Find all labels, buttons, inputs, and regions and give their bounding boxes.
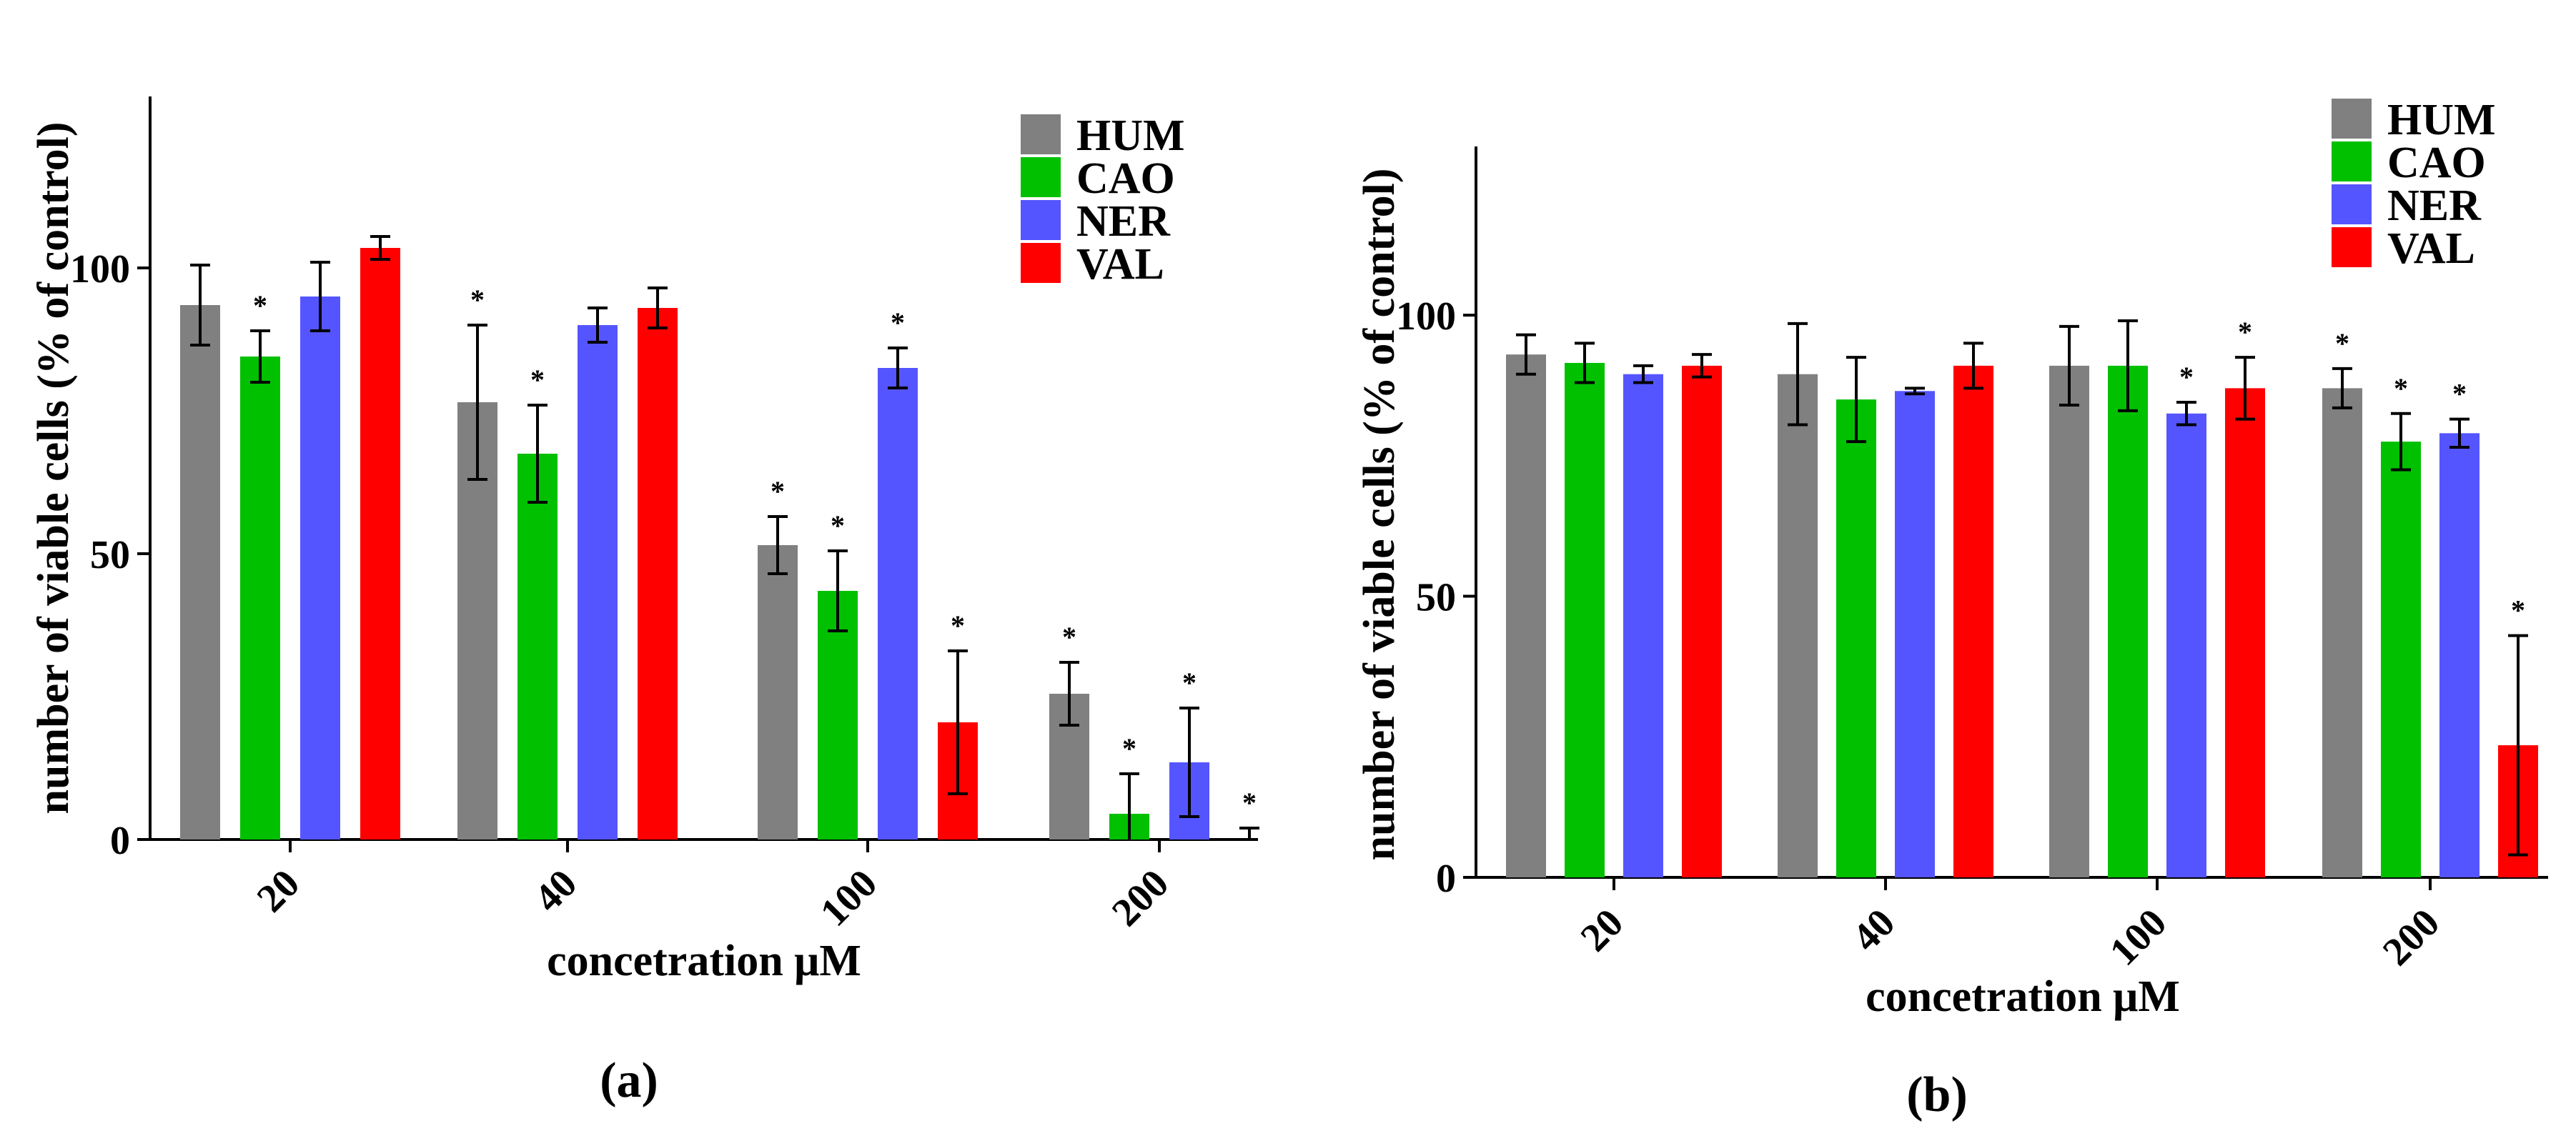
- significance-marker: *: [1182, 667, 1197, 699]
- significance-marker: *: [2238, 316, 2252, 348]
- legend-label-ner: NER: [1076, 197, 1171, 246]
- x-tick-label: 100: [812, 861, 886, 935]
- significance-marker: *: [2335, 327, 2349, 359]
- bar-hum-40: [1778, 374, 1818, 877]
- legend-label-ner: NER: [2387, 181, 2482, 230]
- significance-marker: *: [951, 609, 965, 642]
- bar-hum-200: [2322, 388, 2362, 877]
- panel-label: (b): [1906, 1067, 1968, 1122]
- bar-hum-100: [758, 545, 798, 839]
- bar-hum-20: [180, 305, 220, 839]
- legend-label-cao: CAO: [1076, 154, 1175, 203]
- bar-ner-20: [1623, 374, 1663, 877]
- legend-swatch-val: [1021, 243, 1061, 283]
- legend-label-val: VAL: [2387, 224, 2475, 273]
- bar-cao-40: [517, 454, 558, 839]
- y-axis-label: number of viable cells (% of control): [29, 122, 78, 814]
- bar-val-100: [2225, 388, 2265, 877]
- legend-swatch-hum: [1021, 114, 1061, 154]
- significance-marker: *: [1062, 621, 1076, 653]
- y-tick-label: 100: [70, 247, 130, 292]
- y-axis-label: number of viable cells (% of control): [1355, 169, 1404, 861]
- bar-cao-100: [2108, 365, 2148, 877]
- bar-ner-100: [2166, 413, 2206, 877]
- bar-val-20: [360, 248, 400, 839]
- bar-cao-40: [1836, 399, 1876, 877]
- legend-swatch-val: [2332, 227, 2372, 267]
- y-tick-label: 0: [110, 819, 130, 863]
- x-axis-label: concetration μM: [1866, 972, 2180, 1021]
- legend-label-hum: HUM: [1076, 111, 1185, 160]
- significance-marker: *: [831, 509, 845, 542]
- legend-swatch-cao: [2332, 141, 2372, 181]
- x-axis-label: concetration μM: [547, 937, 861, 985]
- significance-marker: *: [1242, 787, 1257, 819]
- y-tick-label: 100: [1396, 294, 1456, 339]
- bar-val-20: [1682, 365, 1722, 877]
- legend-label-hum: HUM: [2387, 96, 2496, 144]
- legend-swatch-ner: [1021, 200, 1061, 240]
- x-tick-label: 100: [2101, 900, 2175, 974]
- bar-ner-100: [878, 368, 918, 839]
- x-tick-label: 20: [249, 861, 308, 920]
- bar-cao-20: [240, 357, 280, 839]
- significance-marker: *: [2452, 378, 2467, 410]
- bar-hum-20: [1506, 354, 1546, 878]
- x-tick-label: 200: [1104, 861, 1177, 935]
- significance-marker: *: [253, 289, 267, 322]
- bar-val-40: [638, 308, 678, 839]
- significance-marker: *: [2511, 594, 2525, 627]
- y-tick-label: 0: [1436, 857, 1456, 901]
- significance-marker: *: [470, 284, 485, 316]
- x-tick-label: 200: [2374, 900, 2448, 974]
- y-tick-label: 50: [90, 533, 130, 577]
- bar-ner-40: [578, 325, 618, 839]
- legend-label-cao: CAO: [2387, 139, 2486, 187]
- significance-marker: *: [530, 364, 545, 396]
- bar-hum-100: [2049, 365, 2089, 877]
- bar-cao-200: [2381, 442, 2421, 877]
- x-tick-label: 20: [1572, 900, 1632, 960]
- significance-marker: *: [2394, 372, 2408, 404]
- bar-ner-40: [1895, 391, 1935, 877]
- bar-ner-20: [300, 297, 340, 839]
- significance-marker: *: [2179, 361, 2194, 393]
- bar-val-40: [1953, 365, 1993, 877]
- legend-swatch-ner: [2332, 184, 2372, 224]
- bar-ner-200: [2439, 433, 2480, 877]
- legend-label-val: VAL: [1076, 240, 1164, 289]
- significance-marker: *: [1122, 732, 1136, 764]
- legend-swatch-cao: [1021, 157, 1061, 197]
- legend-swatch-hum: [2332, 99, 2372, 139]
- significance-marker: *: [891, 307, 905, 339]
- y-tick-label: 50: [1416, 576, 1456, 620]
- significance-marker: *: [771, 475, 785, 507]
- bar-cao-20: [1565, 362, 1605, 877]
- x-tick-label: 40: [526, 861, 585, 920]
- panel-label: (a): [600, 1053, 658, 1108]
- x-tick-label: 40: [1844, 900, 1903, 960]
